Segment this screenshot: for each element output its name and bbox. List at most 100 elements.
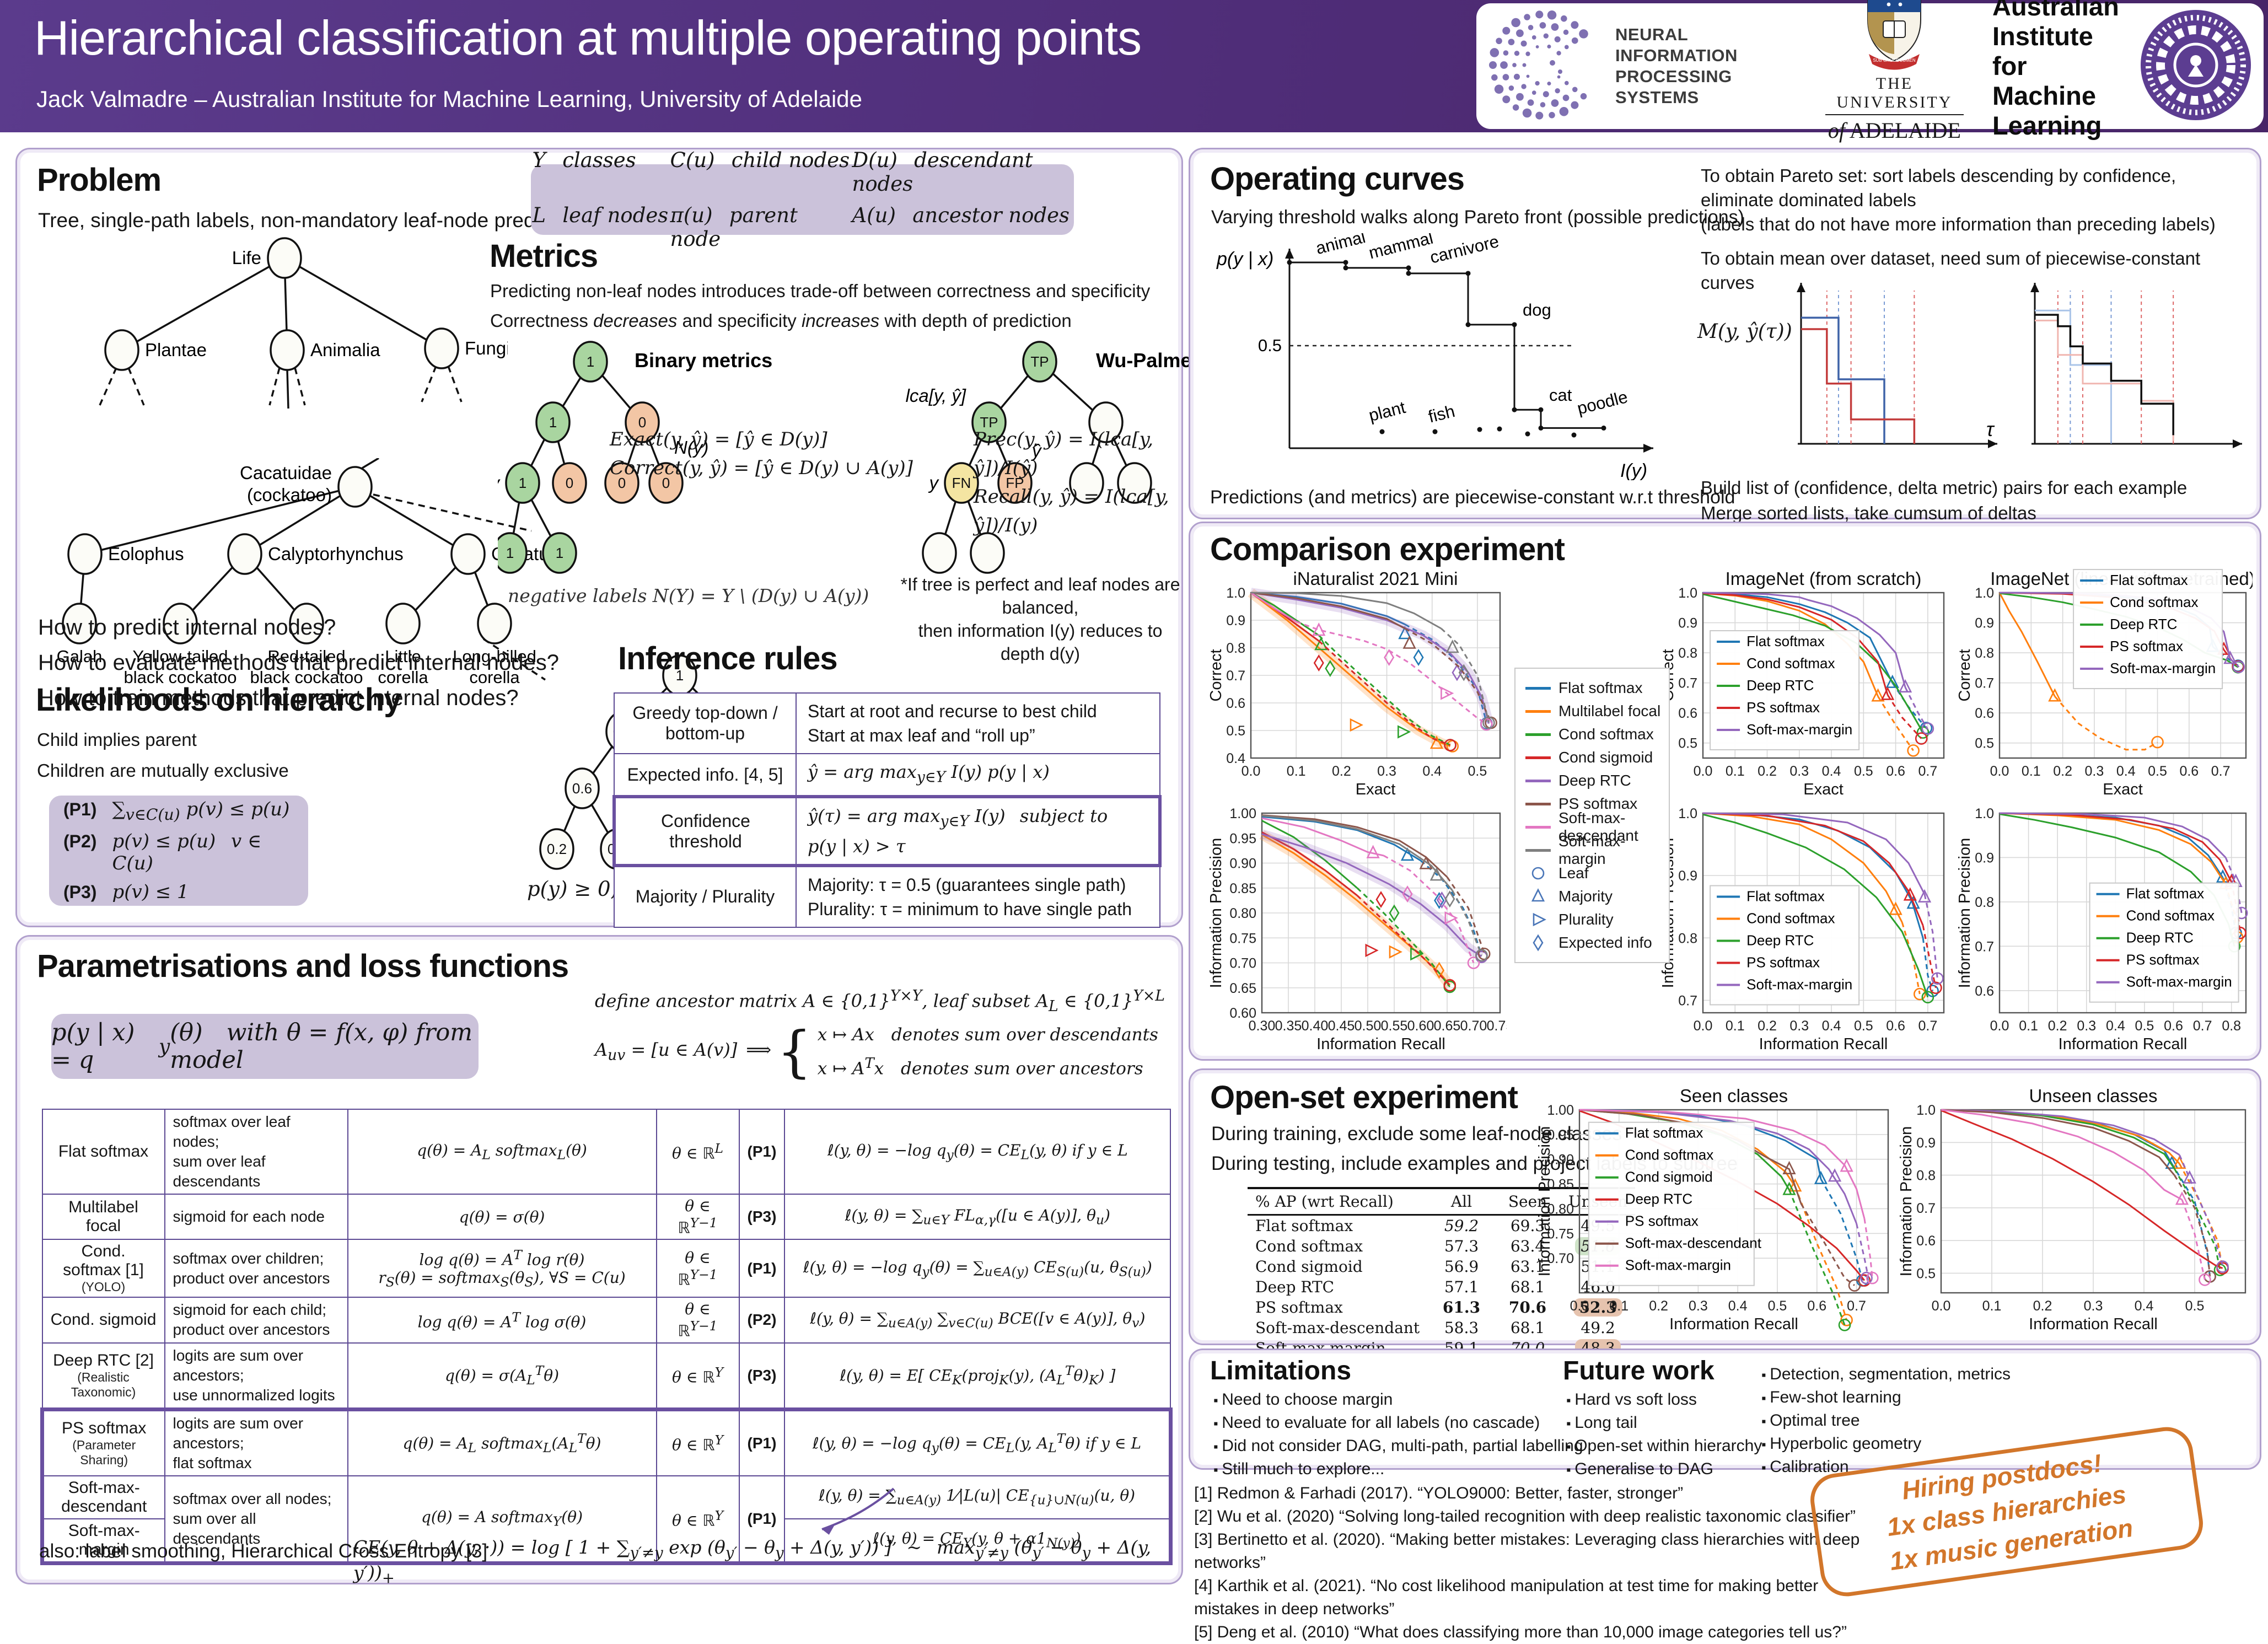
svg-text:0.0: 0.0 xyxy=(1694,1018,1713,1034)
legend-entry: Plurality xyxy=(1521,908,1663,931)
svg-text:Information Precision: Information Precision xyxy=(1209,838,1225,988)
svg-text:Soft-max-margin: Soft-max-margin xyxy=(1625,1257,1731,1274)
svg-text:poodle: poodle xyxy=(1575,387,1630,418)
case-lines: x ↦ Ax denotes sum over descendants x ↦ … xyxy=(817,1024,1158,1079)
svg-text:Information Precision: Information Precision xyxy=(1538,1126,1554,1276)
svg-text:0.2: 0.2 xyxy=(2053,764,2072,779)
svg-text:0.80: 0.80 xyxy=(1547,1201,1574,1217)
list-item: Need to choose margin xyxy=(1213,1389,1583,1412)
svg-text:0.7: 0.7 xyxy=(1975,939,1994,954)
svg-text:0.9: 0.9 xyxy=(1226,613,1245,628)
svg-text:0.3: 0.3 xyxy=(2077,1018,2096,1034)
svg-text:0.75: 0.75 xyxy=(1487,1018,1507,1034)
svg-text:0.7: 0.7 xyxy=(1916,1201,1936,1216)
build-list-note: Build list of (confidence, delta metric)… xyxy=(1701,477,2188,498)
likelihoods-line1: Child implies parent xyxy=(37,729,197,750)
list-item: Learning xyxy=(1992,111,2102,140)
table-row: Soft-max-descendant 58.3 68.1 49.2 xyxy=(1255,1319,1615,1337)
svg-text:Cond sigmoid: Cond sigmoid xyxy=(1625,1169,1713,1185)
svg-text:0.4: 0.4 xyxy=(1226,751,1245,766)
legend-entry: Deep RTC xyxy=(1521,769,1663,792)
table-row: Soft-max-margin ℓ(y, θ) = CEY(y, θ + α1N(… xyxy=(40,1518,1173,1565)
svg-text:Eolophus: Eolophus xyxy=(108,544,184,564)
svg-text:1.0: 1.0 xyxy=(1226,585,1245,601)
svg-text:0.75: 0.75 xyxy=(1547,1226,1574,1242)
svg-text:0.1: 0.1 xyxy=(1726,764,1745,779)
plot-imagenet-linear-info: 0.0 0.1 0.2 0.3 0.4 0.5 0.6 0.7 0.8 0.6 0.7 0.8 0.9 1… xyxy=(1956,804,2253,1056)
list-item: [5] Deng et al. (2010) “What does classi… xyxy=(1194,1623,1847,1641)
svg-text:Galah: Galah xyxy=(57,647,103,666)
svg-text:0.6: 0.6 xyxy=(572,780,592,797)
svg-text:0.1: 0.1 xyxy=(2022,764,2041,779)
svg-text:cat: cat xyxy=(1549,385,1572,405)
table-row: Multilabel focal sigmoid for each node q(θ… xyxy=(41,1193,1171,1240)
svg-text:Soft-max-margin: Soft-max-margin xyxy=(2110,660,2216,676)
svg-text:TP: TP xyxy=(1030,353,1049,370)
svg-text:0.9: 0.9 xyxy=(1678,616,1697,631)
svg-text:Cond softmax: Cond softmax xyxy=(1746,910,1835,927)
svg-text:0.4: 0.4 xyxy=(2116,764,2136,779)
cockatoo-tree-diagram: Cacatuidae (cockatoo) Eolophus Calyptorhync… xyxy=(33,457,560,705)
logo-panel: NEURAL INFORMATION PROCESSING SYSTEMS SU… xyxy=(1476,0,2264,143)
svg-text:TP: TP xyxy=(980,414,998,431)
operating-bottom: Predictions (and metrics) are piecewise-… xyxy=(1210,487,1735,508)
svg-text:0.70: 0.70 xyxy=(1229,956,1256,971)
plot-inat-info: 0.300.350.400.450.500.550.600.650.700.75… xyxy=(1207,804,1513,1056)
operating-heading: Operating curves xyxy=(1210,161,1465,197)
metrics-heading: Metrics xyxy=(490,238,598,274)
svg-text:Exact: Exact xyxy=(1356,781,1396,798)
svg-text:0.5: 0.5 xyxy=(1678,736,1697,751)
params-table-wrap: Flat softmax softmax over leaf nodes; sum … xyxy=(40,1109,1173,1565)
svg-text:PS softmax: PS softmax xyxy=(2110,638,2183,654)
likelihood-properties-box: (P1) ∑v∈C(u) p(v) ≤ p(u) (P2) p(v) ≤ p(u) v… xyxy=(49,796,308,906)
svg-text:0.1: 0.1 xyxy=(1982,1298,2002,1314)
svg-text:carnivore: carnivore xyxy=(1428,233,1501,267)
card-comparison: Comparison experiment 0.0 0.1 0.2 0.3 0.4 0.5… xyxy=(1189,522,2261,1061)
svg-text:y: y xyxy=(498,472,501,493)
svg-text:PS softmax: PS softmax xyxy=(2126,952,2200,968)
problem-questions: How to predict internal nodes? How to eva… xyxy=(38,615,559,721)
list-item: for Machine xyxy=(1992,51,2096,110)
openset-line1: During training, exclude some leaf-node … xyxy=(1211,1123,1622,1145)
svg-text:Soft-max-margin: Soft-max-margin xyxy=(2126,974,2232,990)
svg-text:0.2: 0.2 xyxy=(1332,764,1351,779)
legend-entry: Cond softmax xyxy=(1521,723,1663,746)
inference-table-wrap: Greedy top-down / bottom-up Start at root … xyxy=(612,692,1162,928)
plot-imagenet-linear-correct: 0.0 0.1 0.2 0.3 0.4 0.5 0.6 0.7 0.5 0.6 0.7 0.8 0.9 1… xyxy=(1956,568,2255,802)
svg-text:1: 1 xyxy=(549,414,557,431)
plot-unseen-classes: 0.0 0.1 0.2 0.3 0.4 0.5 0.5 0.6 0.7 0.8 0.9 1.0 Unse… xyxy=(1898,1086,2252,1336)
svg-text:0.1: 0.1 xyxy=(1726,1018,1745,1034)
svg-text:0.5: 0.5 xyxy=(1226,723,1245,739)
binary-formulas: Exact(y, ŷ) = [ŷ ∈ D(y)] Correct(y, ŷ) =… xyxy=(610,428,913,479)
svg-text:Flat softmax: Flat softmax xyxy=(2126,885,2205,902)
svg-text:0.6: 0.6 xyxy=(2179,764,2199,779)
svg-text:Life: Life xyxy=(232,248,261,268)
list-item: Optimal tree xyxy=(1761,1410,2011,1433)
list-item: [3] Bertinetto et al. (2020). “Making be… xyxy=(1194,1530,1860,1572)
svg-text:0.5: 0.5 xyxy=(1854,1018,1873,1034)
svg-text:FN: FN xyxy=(952,475,971,491)
svg-text:Cond softmax: Cond softmax xyxy=(1625,1147,1713,1163)
table-row: Cond. softmax [1] (YOLO) softmax over chil… xyxy=(41,1239,1171,1298)
list-item: Generalise to DAG xyxy=(1566,1458,1762,1481)
svg-text:0.8: 0.8 xyxy=(1678,931,1697,946)
svg-text:0.30: 0.30 xyxy=(1249,1018,1276,1034)
svg-text:0.85: 0.85 xyxy=(1547,1177,1574,1192)
list-item: Did not consider DAG, multi-path, partia… xyxy=(1213,1435,1583,1458)
svg-text:0.4: 0.4 xyxy=(1728,1298,1748,1314)
svg-text:0.7: 0.7 xyxy=(1918,1018,1937,1034)
svg-text:Information Recall: Information Recall xyxy=(2029,1315,2158,1333)
svg-text:0.3: 0.3 xyxy=(1789,764,1809,779)
svg-text:Cond softmax: Cond softmax xyxy=(2110,594,2198,610)
ce-formula: CE(y, θ + Δ(y, ·)) = log [ 1 + ∑y′≠y exp… xyxy=(353,1536,1152,1587)
svg-text:0.65: 0.65 xyxy=(1434,1018,1461,1034)
list-item: Few-shot learning xyxy=(1761,1387,2011,1410)
legend-entry: Cond sigmoid xyxy=(1521,746,1663,769)
svg-text:0.2: 0.2 xyxy=(2033,1298,2052,1314)
notation-box: Y classes C(u) child nodes D(u) descendant… xyxy=(531,148,1074,251)
life-tree-diagram: Life Plantae Animalia Fungi xyxy=(56,233,510,413)
svg-text:0.85: 0.85 xyxy=(1229,881,1256,896)
ancestor-matrix-def: define ancestor matrix A ∈ {0,1}Y×Y, lea… xyxy=(595,987,1165,1016)
svg-text:0.3: 0.3 xyxy=(1789,1018,1809,1034)
svg-text:Animalia: Animalia xyxy=(310,340,380,360)
